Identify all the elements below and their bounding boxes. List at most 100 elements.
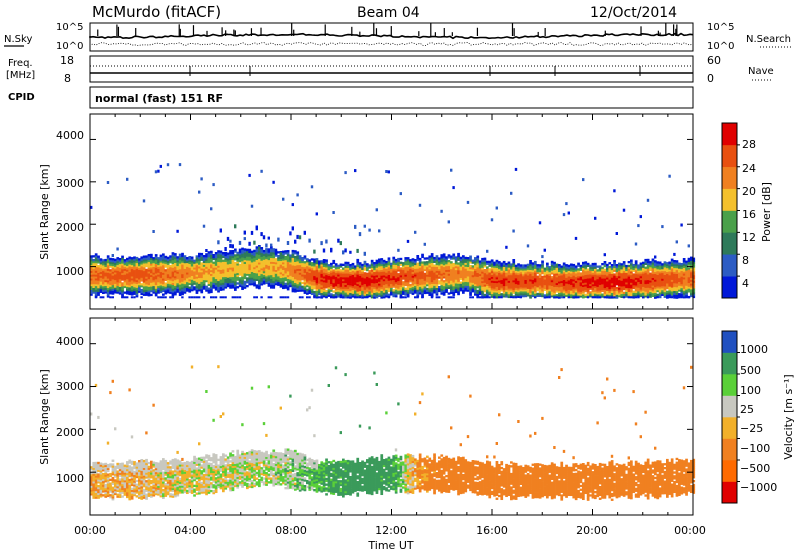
power-cell: [550, 268, 554, 271]
power-cell: [349, 275, 352, 278]
power-cell: [140, 273, 144, 276]
power-cell: [490, 274, 494, 277]
power-cell: [210, 277, 213, 280]
power-cell: [198, 260, 201, 263]
power-cell: [613, 277, 616, 280]
power-cell: [361, 275, 364, 278]
power-cell: [586, 280, 590, 283]
power-cell: [205, 257, 208, 260]
power-cell: [416, 274, 420, 277]
power-cell: [582, 265, 585, 268]
power-cell: [318, 296, 321, 299]
power-cell: [174, 264, 177, 267]
power-cell: [363, 266, 367, 269]
power-cell: [236, 296, 239, 299]
power-cell: [222, 269, 225, 272]
power-cell: [128, 290, 132, 294]
power-cell: [200, 264, 204, 267]
power-cell: [594, 268, 597, 271]
power-cell: [678, 274, 681, 277]
power-cell: [382, 280, 386, 284]
power-cell: [416, 275, 420, 279]
power-cell: [303, 289, 307, 293]
power-cell: [457, 256, 460, 260]
power-cell: [130, 280, 134, 283]
power-cell: [550, 285, 554, 288]
power-cell: [183, 274, 187, 277]
power-cell: [517, 280, 520, 283]
power-cell: [370, 271, 374, 274]
power-cell: [277, 251, 280, 254]
power-cell: [190, 296, 194, 299]
power-cell: [315, 258, 319, 261]
power-cell: [322, 262, 326, 266]
power-cell: [138, 275, 141, 278]
power-cell: [596, 273, 600, 276]
power-cell: [121, 284, 124, 287]
power-cell: [406, 266, 410, 269]
power-cell: [450, 168, 453, 172]
power-cell: [128, 279, 132, 282]
power-cell: [248, 269, 252, 273]
power-cell: [430, 266, 434, 269]
power-cell: [351, 287, 355, 291]
power-cell: [279, 270, 283, 273]
power-cell: [214, 254, 218, 257]
power-cell: [106, 274, 110, 277]
power-cell: [603, 278, 607, 281]
power-cell: [226, 283, 230, 286]
power-cell: [243, 257, 247, 261]
power-cell: [90, 274, 93, 277]
power-cell: [553, 265, 556, 269]
power-cell: [224, 257, 228, 260]
power-cell: [457, 258, 460, 261]
power-cell: [454, 262, 458, 265]
power-cell: [512, 296, 515, 299]
power-cell: [613, 265, 616, 269]
power-cell: [202, 256, 206, 260]
power-cell: [670, 264, 674, 267]
power-cell: [198, 256, 201, 260]
power-cell: [349, 290, 352, 294]
power-cell: [123, 262, 127, 266]
power-cell: [471, 290, 475, 293]
power-cell: [543, 288, 547, 291]
power-cell: [246, 271, 249, 274]
power-cell: [99, 273, 103, 276]
power-cell: [313, 277, 316, 280]
power-cell: [284, 267, 288, 270]
power-cell: [241, 249, 244, 252]
power-cell: [291, 253, 295, 257]
power-cell: [630, 259, 633, 262]
power-cell: [202, 272, 206, 275]
power-cell: [121, 288, 124, 291]
power-cell: [171, 261, 175, 265]
power-cell: [114, 283, 117, 286]
power-cell: [114, 291, 117, 294]
power-cell: [337, 293, 340, 296]
power-cell: [313, 294, 316, 298]
power-cell: [680, 293, 684, 296]
power-cell: [615, 290, 619, 294]
power-cell: [666, 279, 669, 282]
power-cell: [373, 281, 376, 284]
power-cell: [164, 255, 168, 259]
power-cell: [274, 262, 278, 265]
power-cell: [550, 260, 554, 264]
power-cell: [210, 283, 213, 286]
power-cell: [243, 263, 247, 266]
power-cell: [406, 274, 410, 277]
power-cell: [409, 278, 412, 281]
power-cell: [351, 264, 355, 268]
power-cell: [258, 269, 261, 273]
power-cell: [202, 270, 206, 273]
power-cell: [231, 272, 235, 276]
power-cell: [416, 266, 420, 269]
power-cell: [464, 256, 468, 260]
power-cell: [265, 260, 268, 264]
power-cell: [102, 263, 105, 266]
power-cell: [658, 278, 662, 282]
power-cell: [298, 276, 302, 279]
power-cell: [243, 273, 247, 276]
power-cell: [654, 283, 657, 286]
